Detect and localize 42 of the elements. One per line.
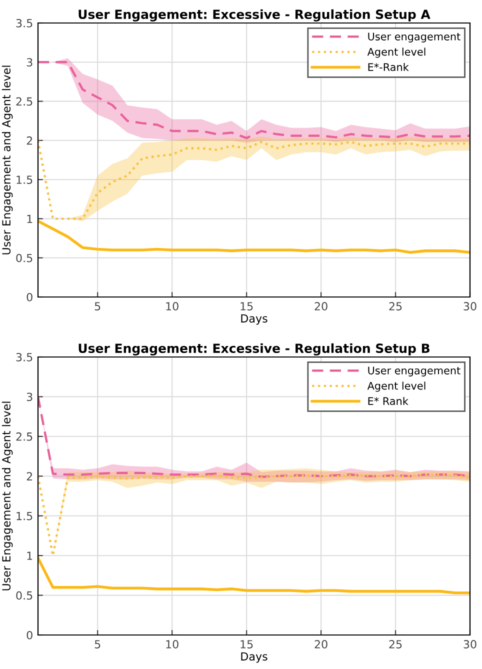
chart-title: User Engagement: Excessive - Regulation Setup A [78, 9, 430, 22]
line-series [38, 220, 470, 254]
legend-label: E*-Rank [368, 62, 409, 72]
legend-label: User engagement [368, 32, 460, 42]
legend-label: Agent level [367, 382, 426, 392]
legend-label: Agent level [367, 48, 426, 58]
y-tick-label: 2 [26, 136, 32, 145]
y-tick-label: 2.5 [16, 97, 32, 106]
y-axis-title: User Engagement and Agent level [2, 402, 13, 590]
y-tick-label: 3.5 [16, 352, 32, 362]
y-tick-label: 1 [27, 552, 32, 560]
y-tick-label: 1 [27, 214, 32, 223]
x-axis-title: Days [241, 314, 268, 325]
y-tick-label: 0 [26, 630, 32, 640]
legend-label: User engagement [368, 366, 460, 376]
y-tick-label: 3.5 [16, 18, 32, 28]
x-tick-label: 20 [314, 640, 328, 648]
y-tick-label: 1.5 [16, 176, 32, 184]
x-tick-label: 10 [166, 302, 178, 310]
x-tick-label: 30 [464, 302, 476, 310]
x-tick-label: 30 [464, 640, 476, 648]
x-tick-label: 25 [389, 302, 402, 310]
y-tick-label: 0.5 [16, 591, 32, 600]
x-tick-label: 25 [389, 640, 402, 648]
x-tick-label: 10 [166, 640, 178, 648]
x-tick-label: 5 [94, 640, 100, 648]
line-series [38, 556, 470, 594]
y-tick-label: 2 [26, 472, 32, 480]
y-tick-label: 0.5 [16, 254, 32, 262]
legend-label: E* Rank [368, 396, 408, 406]
x-tick-label: 15 [240, 302, 253, 310]
x-tick-label: 20 [314, 302, 328, 310]
y-axis-title: User Engagement and Agent level [2, 66, 13, 254]
y-tick-label: 1.5 [16, 512, 32, 520]
y-tick-label: 2.5 [16, 432, 32, 441]
x-tick-label: 5 [94, 302, 100, 310]
chart-title: User Engagement: Excessive - Regulation Setup B [78, 343, 430, 356]
y-tick-label: 3 [26, 392, 32, 402]
y-tick-label: 3 [26, 58, 32, 67]
y-tick-label: 0 [26, 292, 32, 302]
x-tick-label: 15 [240, 640, 253, 648]
x-axis-title: Days [241, 652, 268, 663]
